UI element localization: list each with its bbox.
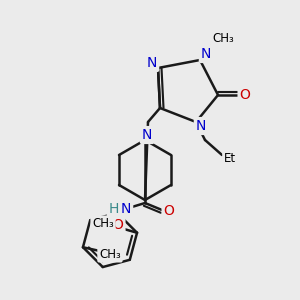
Text: N: N: [147, 56, 157, 70]
Text: N: N: [121, 202, 131, 216]
Text: Et: Et: [224, 152, 236, 164]
Text: O: O: [164, 204, 174, 218]
Text: N: N: [142, 128, 152, 142]
Text: CH₃: CH₃: [92, 217, 114, 230]
Text: CH₃: CH₃: [99, 248, 121, 261]
Text: O: O: [112, 218, 124, 232]
Text: N: N: [196, 119, 206, 133]
Text: N: N: [201, 47, 211, 61]
Text: O: O: [240, 88, 250, 102]
Text: H: H: [109, 202, 119, 216]
Text: CH₃: CH₃: [212, 32, 234, 46]
